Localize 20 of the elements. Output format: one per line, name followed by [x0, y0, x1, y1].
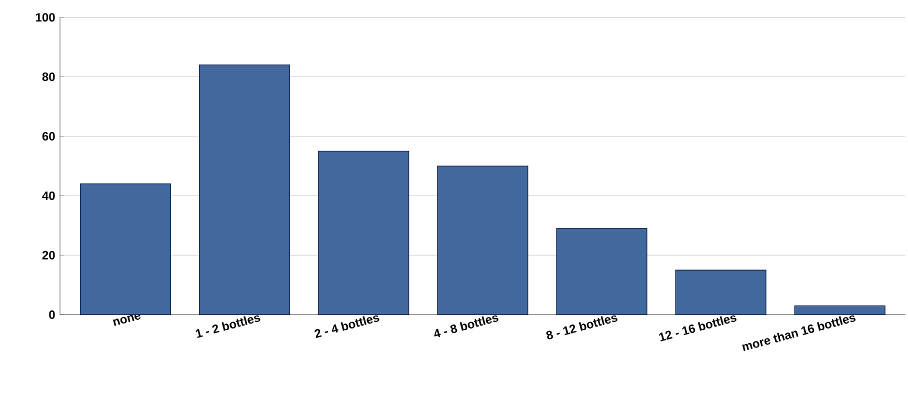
bar [675, 270, 766, 315]
bar [556, 228, 648, 315]
y-tick-label: 0 [49, 310, 55, 319]
y-tick-label: 60 [42, 132, 55, 141]
x-tick-label: 4 - 8 bottles [434, 315, 498, 338]
y-tick-label: 100 [36, 13, 55, 22]
bar [199, 64, 290, 315]
bar [437, 166, 528, 315]
x-tick-label: none [112, 313, 141, 326]
x-tick-label: 12 - 16 bottles [659, 315, 736, 342]
bar [80, 184, 171, 315]
x-tick-label: 2 - 4 bottles [314, 315, 380, 338]
x-tick-label: more than 16 bottles [742, 315, 856, 352]
y-tick-label: 20 [42, 250, 55, 260]
x-tick-label: 1 - 2 bottles [196, 315, 260, 338]
y-tick-label: 80 [42, 72, 55, 82]
x-tick-label: 8 - 12 bottles [546, 315, 618, 340]
y-tick-label: 40 [42, 191, 55, 200]
bar [318, 150, 410, 315]
bar [794, 305, 886, 315]
